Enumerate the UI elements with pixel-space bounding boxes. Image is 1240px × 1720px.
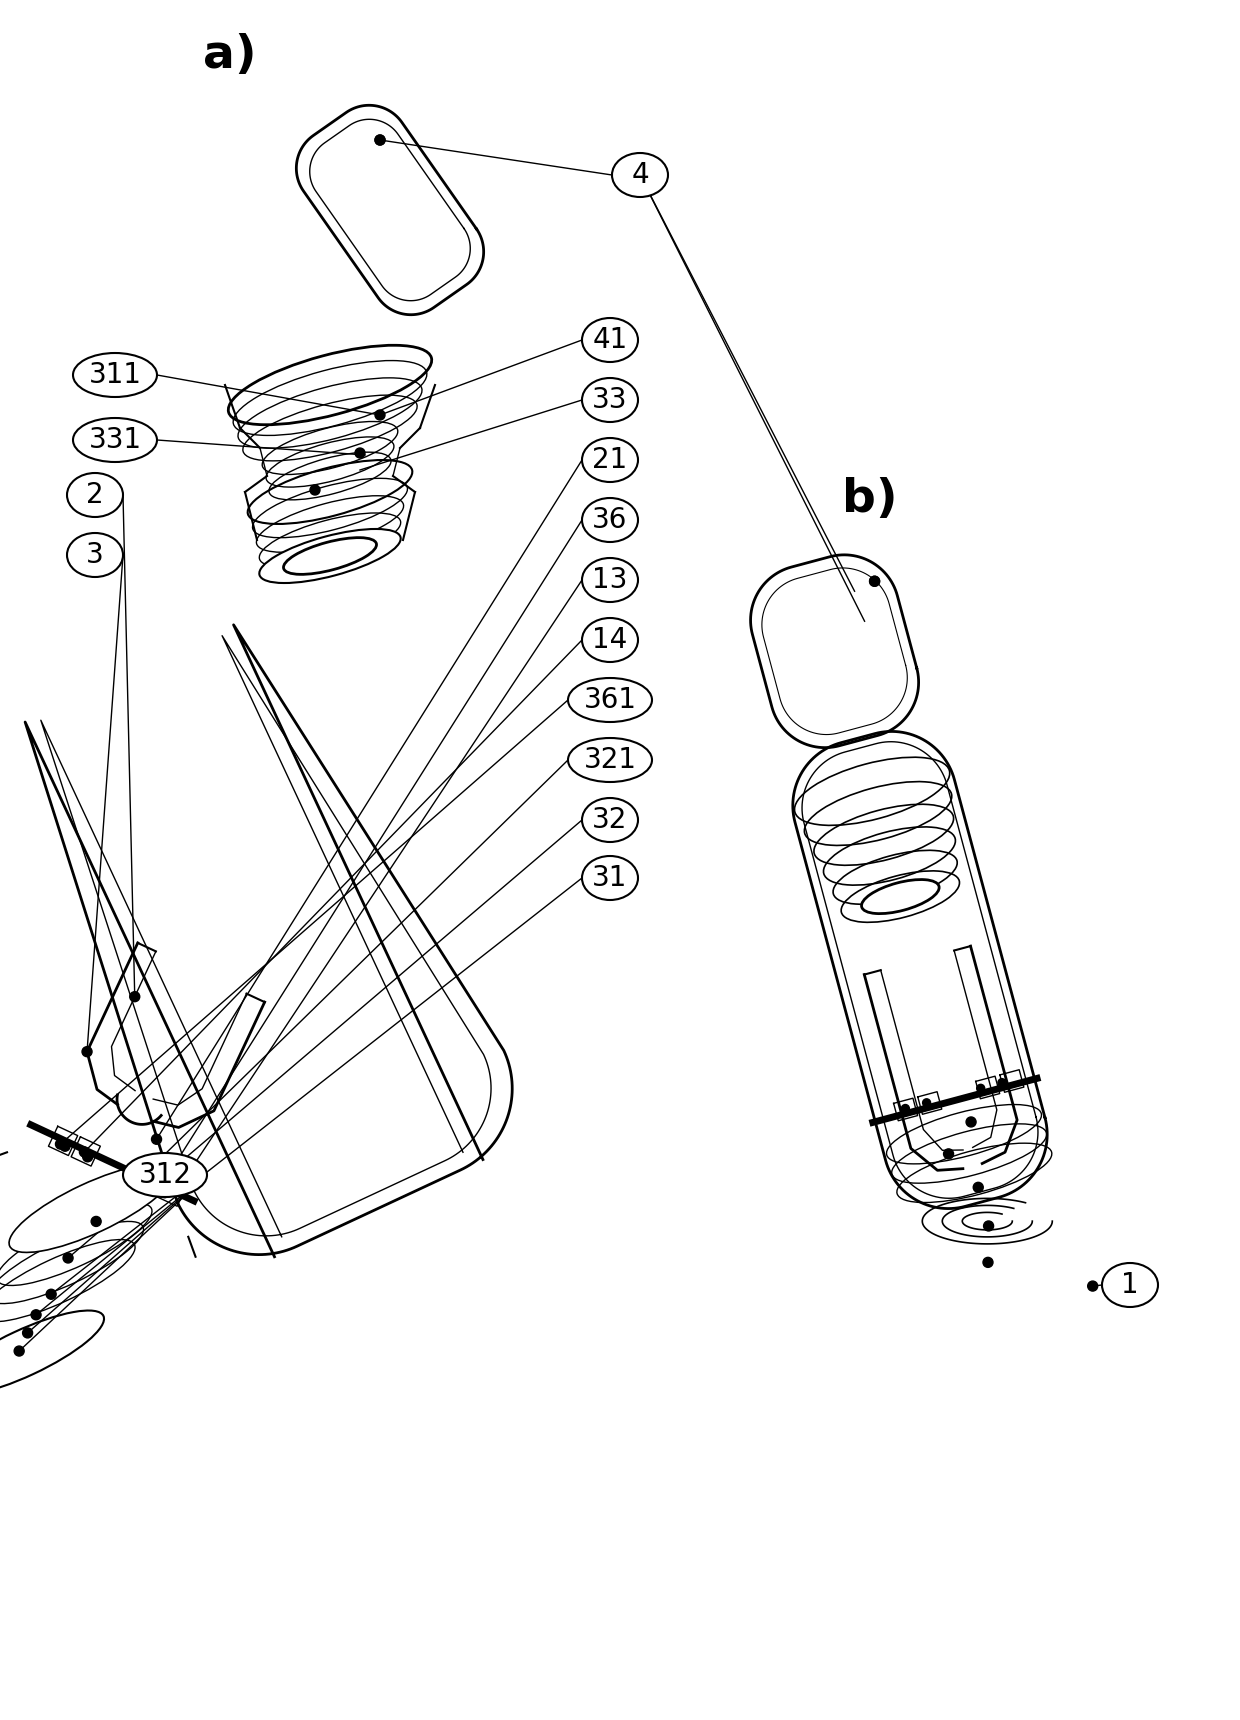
Ellipse shape [582, 557, 639, 602]
Ellipse shape [73, 418, 157, 463]
Text: a): a) [203, 33, 257, 77]
Polygon shape [750, 556, 919, 748]
Circle shape [83, 1152, 93, 1161]
Text: 312: 312 [139, 1161, 191, 1189]
Ellipse shape [123, 1152, 207, 1197]
Ellipse shape [568, 678, 652, 722]
Circle shape [92, 1216, 102, 1226]
Ellipse shape [67, 533, 123, 576]
Ellipse shape [259, 530, 401, 583]
Polygon shape [41, 636, 491, 1237]
Circle shape [31, 1311, 41, 1319]
Text: 361: 361 [584, 686, 636, 714]
Circle shape [374, 134, 384, 144]
Ellipse shape [613, 153, 668, 198]
Text: 31: 31 [593, 863, 627, 893]
Ellipse shape [582, 499, 639, 542]
Circle shape [973, 1182, 983, 1192]
Circle shape [983, 1257, 993, 1268]
Ellipse shape [67, 473, 123, 518]
Text: 331: 331 [88, 427, 141, 454]
Circle shape [374, 134, 384, 144]
Circle shape [82, 1047, 92, 1056]
Text: 14: 14 [593, 626, 627, 654]
Ellipse shape [9, 1164, 174, 1252]
Circle shape [923, 1099, 930, 1106]
Text: 1: 1 [1121, 1271, 1138, 1299]
Circle shape [944, 1149, 954, 1159]
Circle shape [151, 1133, 161, 1144]
Ellipse shape [582, 617, 639, 662]
Circle shape [60, 1142, 69, 1151]
Circle shape [983, 1221, 993, 1232]
Circle shape [171, 1185, 182, 1195]
Ellipse shape [0, 1311, 104, 1397]
Circle shape [79, 1147, 89, 1158]
Circle shape [22, 1328, 32, 1338]
Circle shape [1087, 1281, 1097, 1292]
Circle shape [966, 1116, 976, 1127]
Circle shape [869, 576, 879, 587]
Ellipse shape [582, 439, 639, 482]
Ellipse shape [73, 353, 157, 397]
Text: 321: 321 [584, 746, 636, 774]
Circle shape [161, 1173, 171, 1183]
Text: 36: 36 [593, 506, 627, 533]
Circle shape [14, 1347, 24, 1355]
Circle shape [130, 992, 140, 1001]
Circle shape [374, 409, 384, 420]
Circle shape [63, 1252, 73, 1262]
Ellipse shape [582, 798, 639, 843]
Circle shape [998, 1078, 1006, 1087]
Ellipse shape [568, 738, 652, 783]
Text: 33: 33 [593, 385, 627, 415]
Ellipse shape [1102, 1262, 1158, 1307]
Ellipse shape [862, 879, 939, 913]
Ellipse shape [582, 378, 639, 421]
Text: 32: 32 [593, 807, 627, 834]
Circle shape [901, 1104, 909, 1113]
Ellipse shape [582, 857, 639, 900]
Text: 3: 3 [86, 542, 104, 569]
Circle shape [310, 485, 320, 495]
Text: 311: 311 [88, 361, 141, 389]
Text: b): b) [842, 478, 898, 523]
Text: 4: 4 [631, 162, 649, 189]
Ellipse shape [284, 538, 377, 574]
Ellipse shape [582, 318, 639, 361]
Text: 41: 41 [593, 327, 627, 354]
Circle shape [160, 1189, 170, 1197]
Circle shape [355, 447, 365, 458]
Circle shape [56, 1139, 66, 1149]
Polygon shape [792, 731, 1048, 1209]
Polygon shape [25, 624, 512, 1257]
Circle shape [869, 576, 879, 587]
Polygon shape [296, 105, 484, 315]
Text: 13: 13 [593, 566, 627, 593]
Circle shape [977, 1084, 985, 1092]
Text: 21: 21 [593, 445, 627, 475]
Text: 2: 2 [87, 482, 104, 509]
Circle shape [46, 1290, 56, 1299]
Circle shape [138, 1176, 148, 1187]
